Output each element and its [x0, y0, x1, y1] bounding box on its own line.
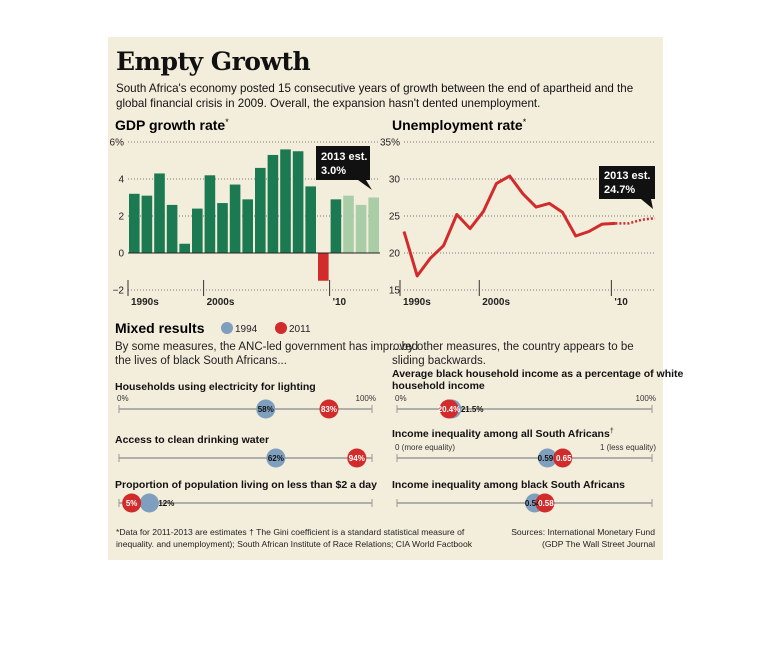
dot-label-2011: 20.4% [438, 405, 461, 414]
dot-label-2011: 83% [321, 405, 337, 414]
unemployment-ytick-label: 35% [380, 138, 400, 149]
dot-2011 [319, 399, 339, 419]
graphic-title: Empty Growth [116, 47, 311, 76]
dot-row-title: Income inequality among all South Africa… [392, 428, 614, 440]
legend-1994-label: 1994 [235, 324, 258, 335]
gdp-bar [204, 175, 216, 253]
dot-1994 [266, 448, 286, 468]
gdp-xtick-label: 2000s [207, 297, 235, 308]
gdp-bar [305, 186, 316, 253]
gdp-bar [368, 197, 379, 253]
gdp-bar [355, 204, 367, 253]
unemployment-xtick-label: 2000s [482, 297, 510, 308]
dot-1994 [139, 493, 159, 513]
graphic-subtitle: South Africa's economy posted 15 consecu… [116, 82, 634, 110]
gdp-chart-title: GDP growth rate* [115, 117, 229, 133]
unemployment-xtick-label: 1990s [403, 297, 431, 308]
dot-2011 [535, 493, 555, 513]
dot-row-title: Access to clean drinking water [115, 434, 269, 446]
unemployment-callout-line1: 2013 est. [604, 170, 650, 182]
gdp-bar [280, 149, 291, 253]
dot-2011 [347, 448, 367, 468]
gdp-bar [292, 151, 304, 253]
dot-label-1994: 0.54 [525, 499, 541, 508]
gdp-ytick-label: 4 [118, 175, 124, 186]
dot-label-1994: 21.5% [461, 405, 484, 414]
dot-scale-min-label: 0% [117, 394, 129, 403]
gdp-bar [129, 193, 140, 253]
dot-label-2011: 0.65 [556, 454, 572, 463]
gdp-bar [179, 243, 190, 253]
dot-label-2011: 5% [126, 499, 138, 508]
gdp-bar [343, 195, 354, 253]
unemployment-ytick-label: 20 [389, 249, 401, 260]
gdp-xtick-label: 1990s [131, 297, 159, 308]
gdp-ytick-label: 0 [118, 249, 124, 260]
gdp-bar [255, 167, 266, 253]
dot-scale-max-label: 100% [356, 394, 376, 403]
right-heading: ...by other measures, the country appear… [392, 341, 634, 367]
dot-row-title-line2: household income [392, 380, 485, 392]
dot-1994 [537, 448, 557, 468]
unemployment-callout-box [599, 166, 655, 199]
gdp-bar [192, 208, 203, 253]
gdp-callout-pointer [358, 180, 372, 190]
gdp-bar [267, 154, 279, 253]
dot-label-1994: 62% [268, 454, 284, 463]
sources-note: Sources: International Monetary Fund (GD… [511, 527, 655, 549]
dot-1994 [256, 399, 276, 419]
gdp-callout-box [316, 146, 370, 180]
legend-2011-label: 2011 [289, 324, 311, 335]
dot-label-1994: 12% [158, 499, 174, 508]
dot-scale-min-label: 0% [395, 394, 407, 403]
unemployment-callout-pointer [641, 199, 653, 209]
gdp-bar [154, 173, 165, 253]
legend-2011-swatch [275, 322, 287, 334]
dot-label-2011: 0.58 [538, 499, 554, 508]
unemployment-callout-line2: 24.7% [604, 184, 635, 196]
dot-label-2011: 94% [349, 454, 365, 463]
dot-row-title: Proportion of population living on less … [115, 479, 377, 491]
unemployment-estimate-line [615, 216, 656, 225]
unemployment-line [402, 174, 616, 278]
dot-2011 [122, 493, 142, 513]
footnote: *Data for 2011-2013 are estimates † The … [116, 527, 473, 549]
gdp-ytick-label: 6% [110, 138, 125, 149]
dot-scale-max-label: 1 (less equality) [600, 443, 656, 452]
gdp-bar [318, 253, 329, 281]
gdp-callout-line2: 3.0% [321, 165, 346, 177]
gdp-bar [141, 195, 153, 253]
dot-row-title: Income inequality among black South Afri… [392, 479, 625, 491]
legend-1994-swatch [221, 322, 233, 334]
unemployment-ytick-label: 15 [389, 286, 401, 297]
unemployment-xtick-label: '10 [614, 297, 628, 308]
dot-2011 [439, 399, 459, 419]
gdp-bar [242, 199, 253, 253]
mixed-results-title: Mixed results [115, 320, 205, 336]
dot-row-title: Households using electricity for lightin… [115, 381, 316, 393]
gdp-ytick-label: −2 [113, 286, 125, 297]
gdp-bar [217, 203, 228, 253]
unemployment-ytick-label: 30 [389, 175, 401, 186]
dot-row-title: Average black household income as a perc… [392, 368, 684, 380]
unemployment-chart-title: Unemployment rate* [392, 117, 527, 133]
gdp-bar [330, 199, 342, 253]
left-heading: By some measures, the ANC-led government… [115, 341, 418, 367]
dot-scale-min-label: 0 (more equality) [395, 443, 455, 452]
dot-label-1994: 58% [258, 405, 274, 414]
gdp-callout-line1: 2013 est. [321, 151, 367, 163]
dot-scale-max-label: 100% [636, 394, 656, 403]
gdp-bar [166, 204, 178, 253]
dot-2011 [553, 448, 573, 468]
gdp-ytick-label: 2 [118, 212, 124, 223]
unemployment-ytick-label: 25 [389, 212, 401, 223]
gdp-bar [229, 184, 241, 253]
dot-label-1994: 0.59 [538, 454, 554, 463]
graphic-panel: Empty Growth South Africa's economy post… [108, 37, 663, 560]
gdp-xtick-label: '10 [333, 297, 347, 308]
